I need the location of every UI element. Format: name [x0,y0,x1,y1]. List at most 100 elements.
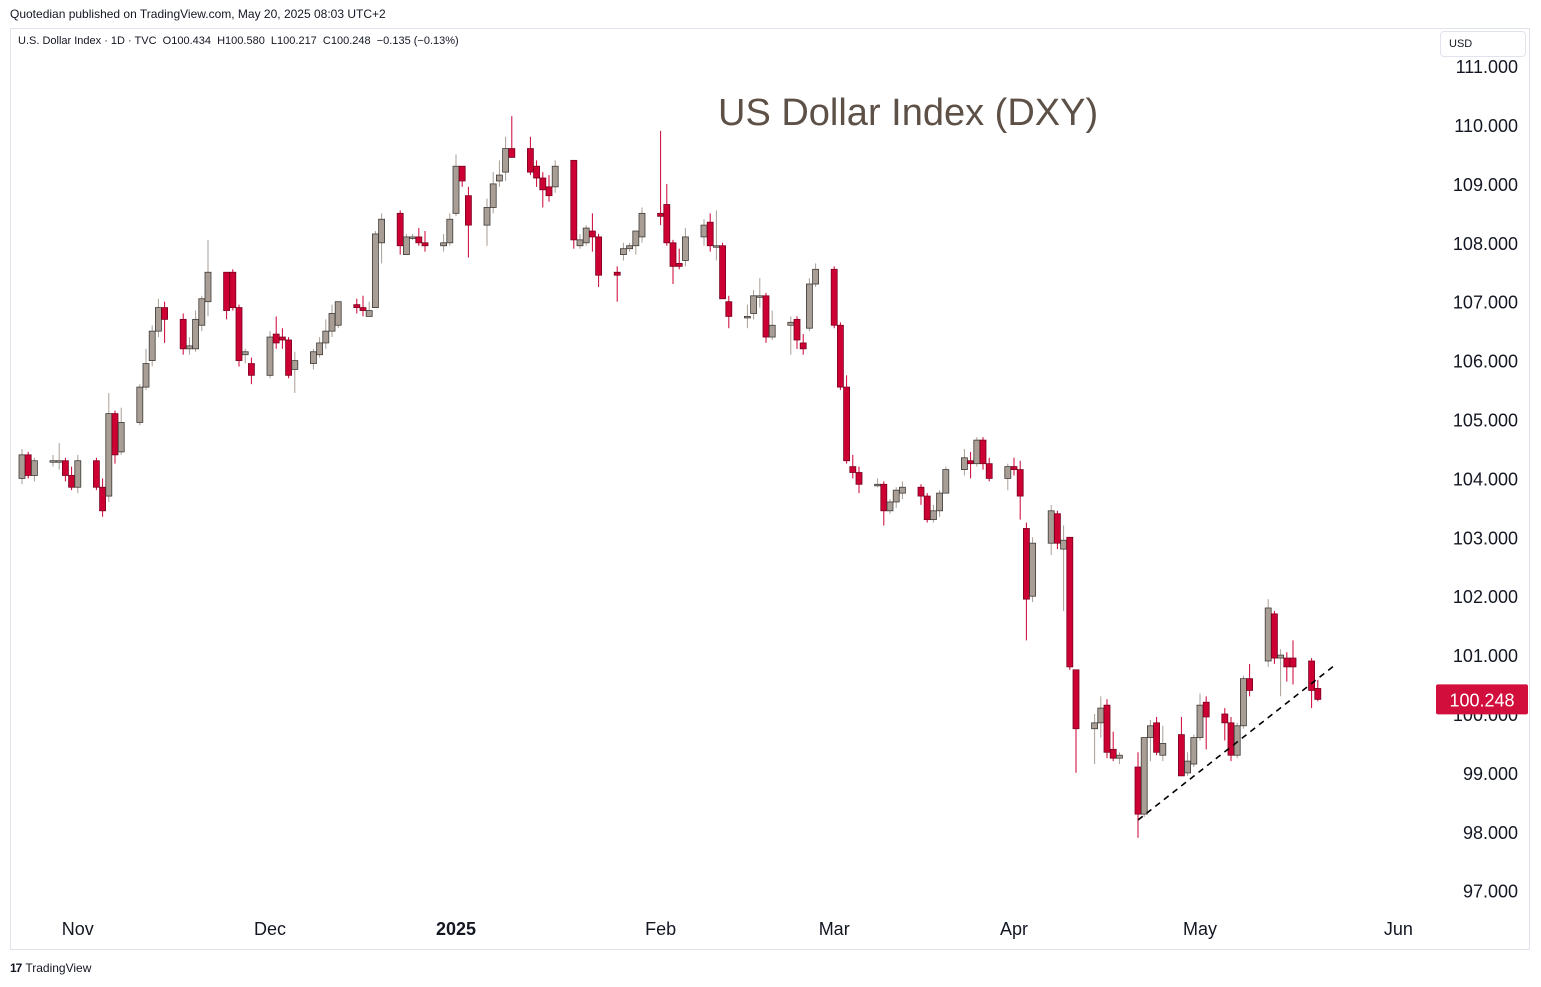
candle[interactable] [241,348,249,364]
candle[interactable] [1097,696,1105,738]
candle[interactable] [589,213,596,252]
candle[interactable] [1227,716,1235,762]
candle[interactable] [675,248,683,270]
candle[interactable] [142,348,150,391]
candle[interactable] [365,301,373,317]
candle[interactable] [1016,460,1024,520]
candle[interactable] [762,292,770,343]
candle[interactable] [799,334,807,355]
candle[interactable] [1240,675,1247,729]
candle[interactable] [638,207,646,243]
candle[interactable] [1047,504,1055,555]
candle[interactable] [272,316,280,349]
candle[interactable] [1159,725,1167,762]
candle[interactable] [198,295,206,332]
candle[interactable] [719,242,726,300]
candle[interactable] [371,231,379,308]
candle[interactable] [161,301,169,343]
candle[interactable] [1091,714,1098,765]
candle[interactable] [1054,510,1061,550]
candle[interactable] [136,384,144,426]
candle[interactable] [985,457,993,482]
candle[interactable] [105,392,113,502]
candle[interactable] [328,304,336,338]
candle[interactable] [1271,610,1278,664]
candle[interactable] [626,242,633,252]
candle[interactable] [533,160,540,187]
candle[interactable] [1184,752,1191,776]
candle[interactable] [74,454,82,494]
candle[interactable] [793,316,801,349]
candle[interactable] [452,154,460,217]
candle[interactable] [278,328,286,349]
candle[interactable] [1004,463,1012,491]
candle[interactable] [880,481,888,526]
candle[interactable] [353,298,361,314]
candle[interactable] [973,437,981,467]
candle[interactable] [316,337,324,358]
candle[interactable] [192,310,200,352]
candle[interactable] [458,165,466,187]
candle[interactable] [899,481,906,500]
candle[interactable] [936,490,943,517]
candle[interactable] [502,136,510,181]
candle[interactable] [204,239,212,317]
candle[interactable] [843,375,850,464]
candle[interactable] [979,437,987,470]
candle[interactable] [768,310,776,340]
candle[interactable] [961,448,968,476]
candle[interactable] [247,357,255,385]
candle[interactable] [669,239,677,285]
candle[interactable] [682,228,689,267]
candle[interactable] [1060,525,1067,611]
candle[interactable] [1277,649,1284,697]
candle[interactable] [545,175,553,202]
candle[interactable] [812,263,819,287]
candle[interactable] [942,466,950,494]
candle[interactable] [787,316,795,355]
candle[interactable] [1116,752,1123,765]
candle[interactable] [148,325,156,367]
candle[interactable] [1196,693,1204,741]
candle[interactable] [117,407,125,455]
candle[interactable] [917,484,925,505]
candle[interactable] [421,231,429,252]
candle[interactable] [576,233,584,249]
candle[interactable] [1190,734,1198,768]
candle[interactable] [235,304,243,367]
candle[interactable] [334,301,342,329]
candle[interactable] [93,457,100,491]
candle[interactable] [402,233,410,255]
candle[interactable] [1147,719,1154,762]
candle[interactable] [930,504,937,523]
candle[interactable] [266,331,274,379]
candle[interactable] [886,499,894,514]
candle[interactable] [1072,669,1080,773]
candle[interactable] [1103,699,1111,759]
candle[interactable] [49,454,57,467]
candle[interactable] [1134,752,1142,838]
candle[interactable] [756,278,764,308]
candle[interactable] [185,337,193,355]
candle[interactable] [291,351,299,393]
candle[interactable] [285,337,293,379]
candle[interactable] [111,410,119,464]
candle[interactable] [179,313,187,355]
candle[interactable] [837,322,844,391]
candle[interactable] [706,213,714,252]
candle[interactable] [223,271,231,320]
candle[interactable] [923,493,931,523]
candle[interactable] [440,233,448,252]
candle[interactable] [632,230,640,255]
candle[interactable] [539,172,547,208]
candle[interactable] [527,136,534,176]
candle[interactable] [1246,663,1253,697]
candle[interactable] [1010,457,1018,476]
candle[interactable] [489,172,497,214]
candle[interactable] [967,451,974,479]
candle[interactable] [18,448,26,485]
candle[interactable] [855,466,863,494]
candle[interactable] [620,242,627,261]
candle[interactable] [415,228,423,246]
candle[interactable] [892,487,900,508]
